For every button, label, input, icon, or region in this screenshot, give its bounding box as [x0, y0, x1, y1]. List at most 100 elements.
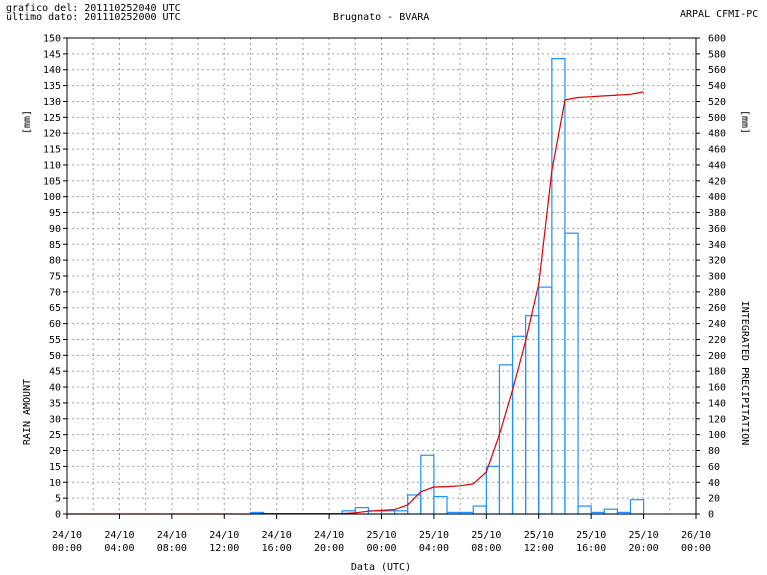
left-tick-label: 150	[43, 34, 61, 45]
x-tick-time: 04:00	[104, 543, 134, 554]
right-tick-label: 160	[708, 383, 726, 394]
x-tick-date: 24/10	[314, 530, 344, 541]
right-tick-label: 240	[708, 319, 726, 330]
left-tick-label: 5	[55, 494, 61, 505]
right-tick-label: 440	[708, 160, 726, 171]
x-tick-date: 25/10	[576, 530, 606, 541]
x-tick-date: 25/10	[471, 530, 501, 541]
left-tick-label: 60	[49, 319, 61, 330]
left-tick-label: 30	[49, 414, 61, 425]
left-tick-label: 100	[43, 192, 61, 203]
integrated-line-group	[67, 91, 644, 515]
x-tick-time: 00:00	[366, 543, 396, 554]
right-tick-label: 540	[708, 81, 726, 92]
right-tick-label: 300	[708, 272, 726, 283]
right-tick-label: 20	[708, 494, 720, 505]
left-tick-label: 145	[43, 49, 61, 60]
x-tick-date: 24/10	[52, 530, 82, 541]
x-tick-date: 24/10	[209, 530, 239, 541]
right-tick-label: 560	[708, 65, 726, 76]
x-tick-date: 24/10	[104, 530, 134, 541]
left-tick-label: 0	[55, 510, 61, 521]
x-tick-time: 08:00	[471, 543, 501, 554]
left-tick-label: 105	[43, 176, 61, 187]
rain-bar	[498, 364, 514, 515]
integrated-precipitation-line	[67, 91, 644, 515]
left-tick-label: 110	[43, 160, 61, 171]
left-unit-label: [mm]	[22, 110, 33, 134]
right-tick-label: 180	[708, 367, 726, 378]
right-tick-label: 40	[708, 478, 720, 489]
left-tick-label: 85	[49, 240, 61, 251]
left-tick-label: 15	[49, 462, 61, 473]
rain-bar	[511, 335, 527, 515]
rain-bar	[472, 505, 487, 515]
x-tick-date: 25/10	[419, 530, 449, 541]
x-tick-date: 24/10	[157, 530, 187, 541]
right-axis-ticks: 0 20 40 60 80 100 120 140 160 180 200 220 240 260 280 3…	[696, 34, 726, 521]
grid-lines	[67, 38, 696, 514]
right-tick-label: 80	[708, 446, 720, 457]
rain-bar	[485, 465, 501, 515]
right-tick-label: 60	[708, 462, 720, 473]
x-tick-time: 16:00	[576, 543, 606, 554]
rain-bar	[564, 232, 579, 515]
chart-generated-time: grafico del: 201110252040 UTC	[6, 3, 181, 14]
right-tick-label: 320	[708, 256, 726, 267]
rain-bar	[577, 505, 592, 515]
right-tick-label: 200	[708, 351, 726, 362]
right-tick-label: 600	[708, 34, 726, 45]
x-tick-date: 25/10	[366, 530, 396, 541]
x-tick-date: 26/10	[681, 530, 711, 541]
x-tick-date: 25/10	[524, 530, 554, 541]
left-tick-label: 10	[49, 478, 61, 489]
x-tick-time: 12:00	[524, 543, 554, 554]
right-tick-label: 380	[708, 208, 726, 219]
x-tick-time: 20:00	[629, 543, 659, 554]
rain-bars	[249, 58, 645, 515]
x-tick-time: 04:00	[419, 543, 449, 554]
left-tick-label: 125	[43, 113, 61, 124]
right-tick-label: 0	[708, 510, 714, 521]
x-axis-label: Data (UTC)	[351, 562, 411, 573]
left-tick-label: 135	[43, 81, 61, 92]
rain-bar	[603, 508, 618, 515]
left-tick-label: 35	[49, 398, 61, 409]
x-tick-time: 16:00	[262, 543, 292, 554]
left-tick-label: 140	[43, 65, 61, 76]
right-tick-label: 260	[708, 303, 726, 314]
right-tick-label: 140	[708, 398, 726, 409]
left-axis-ticks: 0 5 10 15 20 25 30 35 40 45 50 55 60 65 70 75 80 85 90 95 10…	[43, 34, 67, 521]
left-tick-label: 25	[49, 430, 61, 441]
left-tick-label: 95	[49, 208, 61, 219]
x-tick-time: 08:00	[157, 543, 187, 554]
rain-bar	[538, 286, 553, 515]
right-tick-label: 520	[708, 97, 726, 108]
right-tick-label: 220	[708, 335, 726, 346]
left-tick-label: 115	[43, 145, 61, 156]
right-tick-label: 100	[708, 430, 726, 441]
last-data-time: ultimo dato: 201110252000 UTC	[6, 12, 181, 23]
right-tick-label: 340	[708, 240, 726, 251]
right-tick-label: 280	[708, 287, 726, 298]
x-tick-time: 00:00	[681, 543, 711, 554]
right-tick-label: 500	[708, 113, 726, 124]
right-tick-label: 580	[708, 49, 726, 60]
right-unit-label: [mm]	[739, 110, 750, 134]
right-axis-label: INTEGRATED PRECIPITATION	[739, 301, 750, 446]
right-tick-label: 360	[708, 224, 726, 235]
rain-bar	[433, 495, 448, 515]
left-tick-label: 20	[49, 446, 61, 457]
left-tick-label: 120	[43, 129, 61, 140]
right-tick-label: 460	[708, 145, 726, 156]
rain-bar	[525, 315, 540, 515]
left-axis-label: RAIN AMOUNT	[22, 379, 33, 445]
left-tick-label: 65	[49, 303, 61, 314]
rain-bar	[551, 58, 566, 515]
left-tick-label: 50	[49, 351, 61, 362]
x-tick-date: 25/10	[629, 530, 659, 541]
right-tick-label: 480	[708, 129, 726, 140]
x-tick-date: 24/10	[262, 530, 292, 541]
x-tick-time: 00:00	[52, 543, 82, 554]
